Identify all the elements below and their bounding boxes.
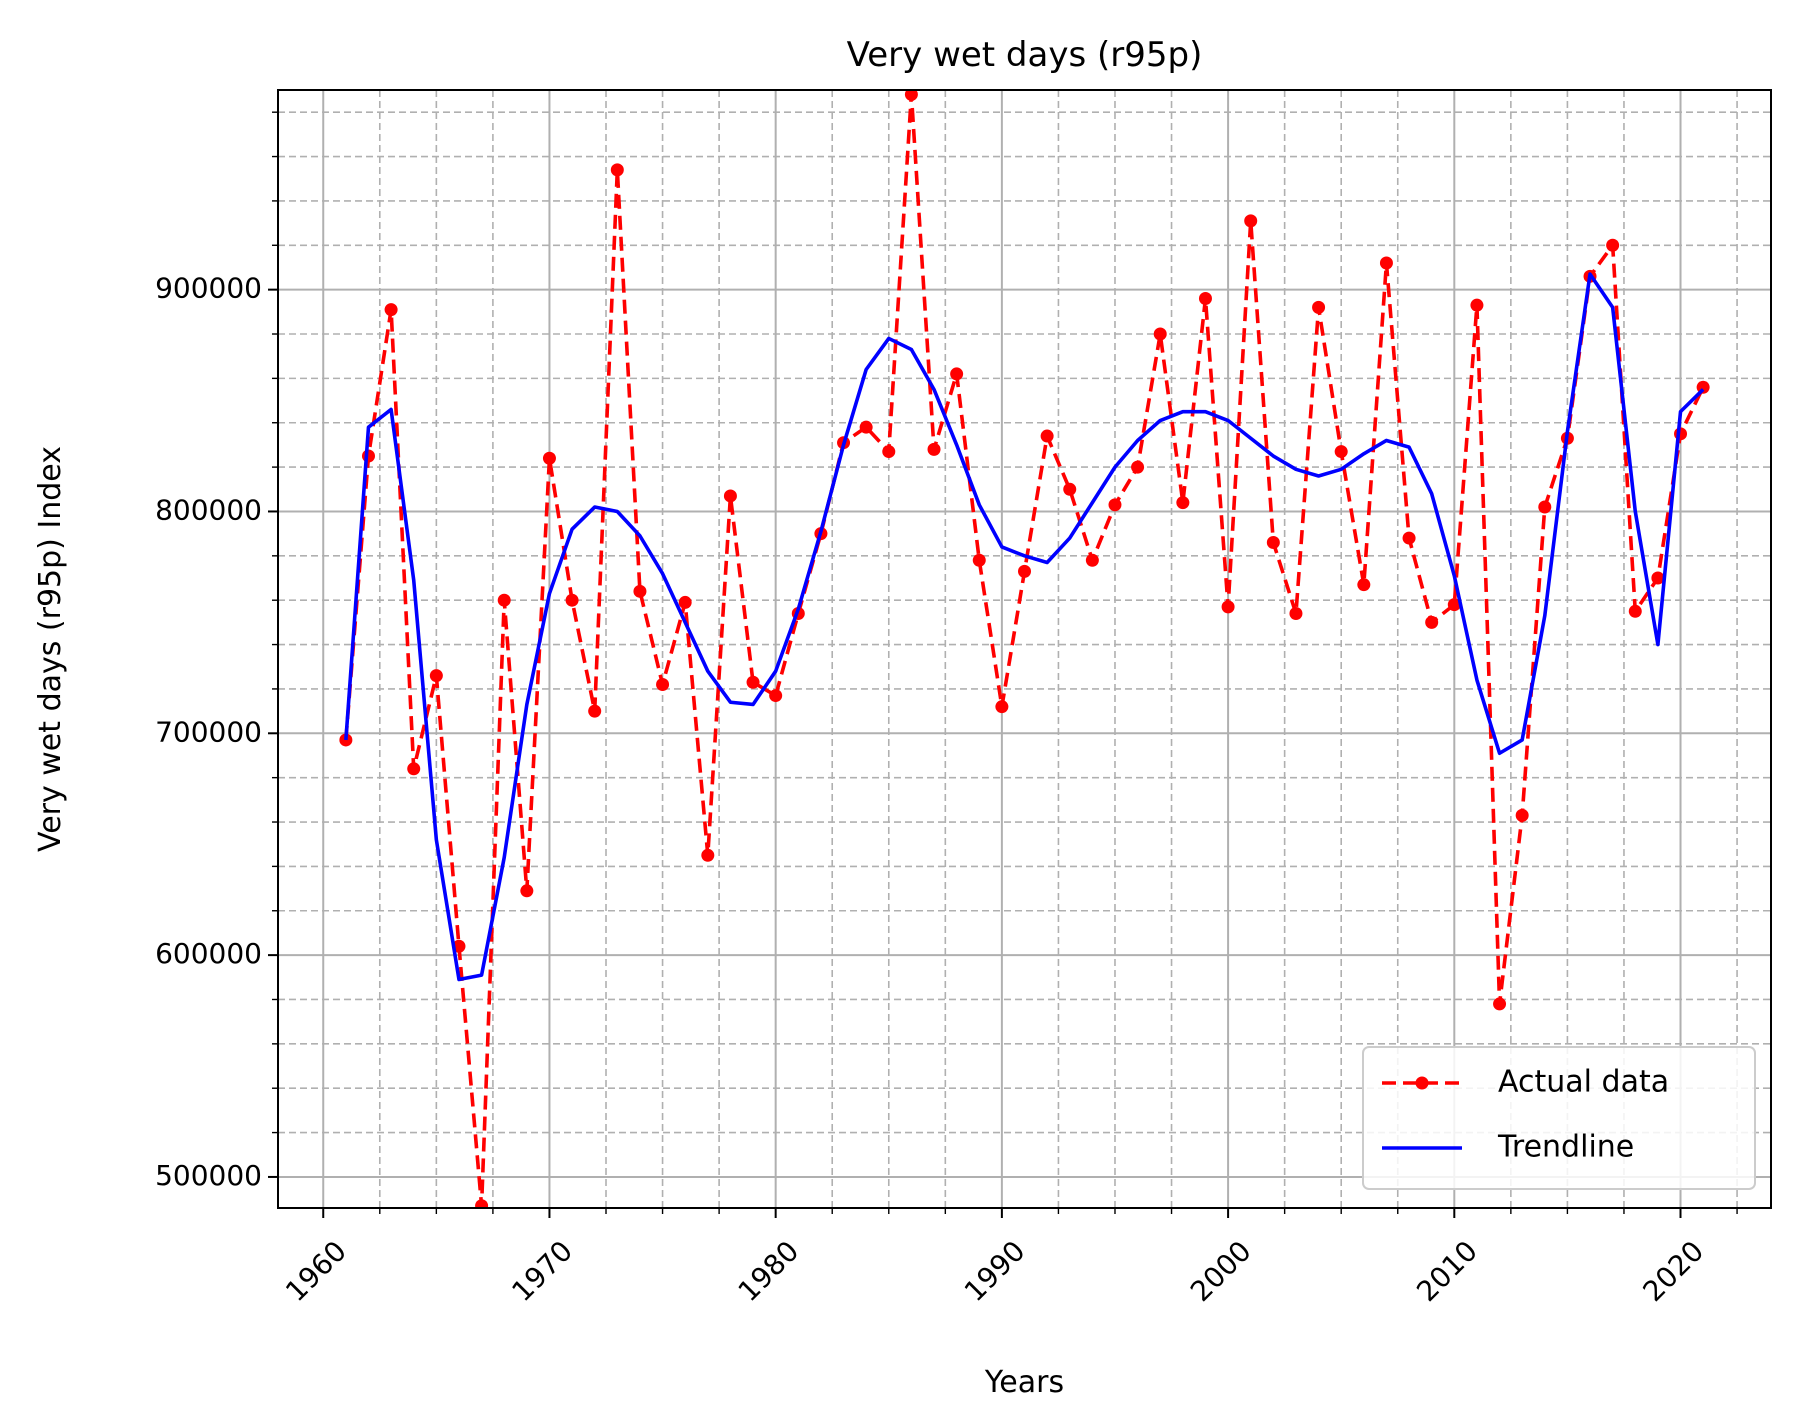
actual-data-point (859, 420, 873, 434)
actual-data-point (475, 1199, 489, 1208)
actual-data-point (1379, 256, 1393, 270)
actual-data-point (972, 553, 986, 567)
actual-data-point (1289, 607, 1303, 621)
actual-data-point (950, 367, 964, 381)
actual-data-point (678, 595, 692, 609)
actual-data-point (1402, 531, 1416, 545)
y-axis-label: Very wet days (r95p) Index (33, 446, 68, 852)
chart-title: Very wet days (r95p) (847, 35, 1203, 75)
actual-data-point (656, 677, 670, 691)
actual-data-point (1040, 429, 1054, 443)
actual-data-point (1018, 564, 1031, 578)
legend-box (1362, 1046, 1756, 1190)
actual-data-point (1221, 600, 1235, 614)
actual-data-point (1244, 214, 1258, 228)
actual-data-point (1628, 604, 1642, 618)
actual-data-point (882, 445, 896, 459)
y-tick-label: 600000 (155, 937, 262, 970)
y-tick-label: 800000 (155, 493, 262, 526)
series-layer (339, 90, 1710, 1208)
actual-data-point (1334, 445, 1348, 459)
actual-data-point (1153, 327, 1167, 341)
actual-data-point (1447, 598, 1461, 612)
actual-data-point (633, 584, 647, 598)
actual-data-point (927, 442, 941, 456)
actual-data-point (1470, 298, 1484, 312)
actual-data-point (1515, 808, 1529, 822)
actual-data-point (542, 451, 556, 465)
actual-data-point (746, 675, 760, 689)
actual-data-point (1085, 553, 1099, 567)
y-tick-label: 500000 (155, 1159, 262, 1192)
x-axis-label: Years (984, 1365, 1064, 1400)
actual-data-point (497, 593, 511, 607)
actual-data-point (904, 90, 918, 101)
actual-data-point (1606, 238, 1620, 252)
actual-data-point (1357, 578, 1371, 592)
actual-data-point (1176, 496, 1190, 510)
actual-data-point (1198, 292, 1212, 306)
legend: Actual data Trendline (1362, 1046, 1756, 1190)
legend-label-trendline: Trendline (1497, 1130, 1634, 1165)
y-tick-label: 900000 (155, 272, 262, 305)
y-tick-label: 700000 (155, 715, 262, 748)
actual-data-point (701, 848, 715, 862)
actual-data-point (1063, 482, 1077, 496)
actual-data-point (610, 163, 624, 177)
actual-data-point (1312, 300, 1326, 314)
actual-data-point (995, 700, 1009, 714)
actual-data-point (769, 689, 783, 703)
actual-data-point (1651, 571, 1665, 585)
actual-data-point (588, 704, 602, 718)
actual-data-point (1425, 615, 1439, 629)
legend-label-actual-data: Actual data (1498, 1065, 1669, 1100)
actual-data-point (1493, 997, 1507, 1011)
actual-data-point (429, 669, 443, 683)
actual-data-point (384, 303, 398, 317)
actual-data-point (520, 884, 534, 898)
actual-data-point (723, 489, 737, 503)
plot-frame (277, 89, 1772, 1209)
actual-data-point (1538, 500, 1552, 514)
actual-data-point (565, 593, 579, 607)
actual-data-point (1108, 498, 1122, 512)
actual-data-point (1131, 460, 1145, 474)
actual-data-point (407, 762, 421, 776)
legend-marker-actual-data (1415, 1076, 1429, 1090)
actual-data-point (1266, 536, 1280, 550)
trendline-line (344, 272, 1705, 982)
